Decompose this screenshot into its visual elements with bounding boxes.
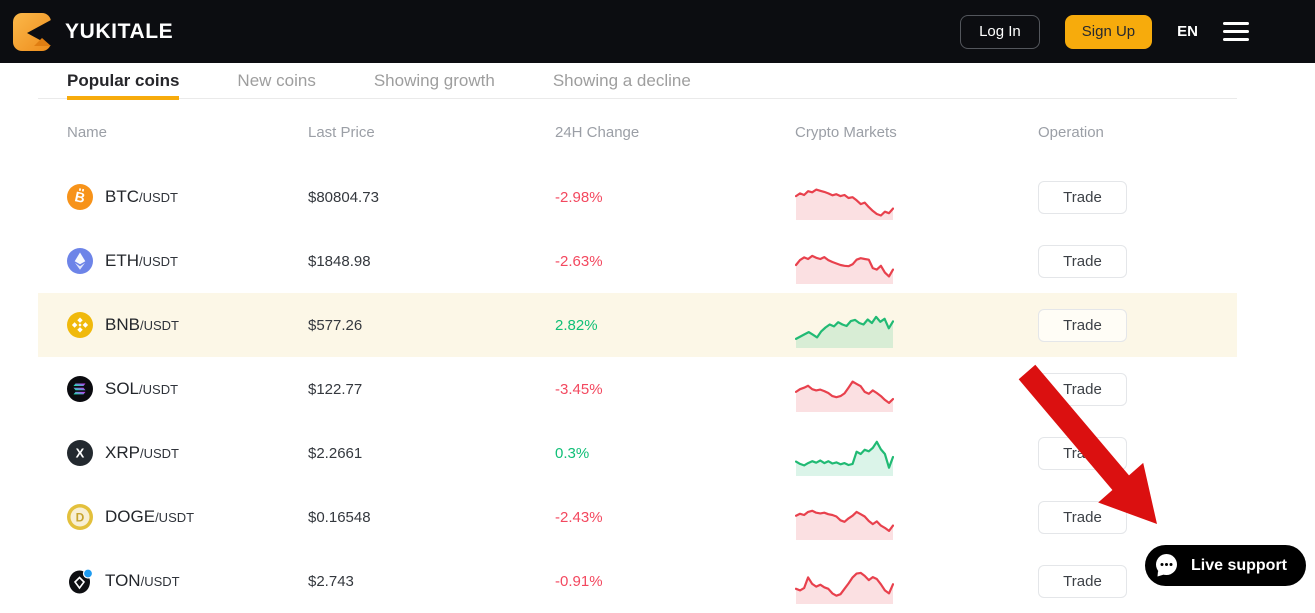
top-navigation-bar: YUKITALE Log In Sign Up EN bbox=[0, 0, 1315, 63]
tab-label: Showing a decline bbox=[552, 70, 691, 90]
quote-pair: /USDT bbox=[139, 318, 179, 333]
quote-pair: /USDT bbox=[155, 510, 195, 525]
trade-button[interactable]: Trade bbox=[1038, 564, 1127, 598]
table-row: SOL/USDT $122.77 -3.45% Trade bbox=[38, 357, 1237, 421]
sparkline-chart bbox=[795, 440, 894, 476]
last-price: $577.26 bbox=[308, 316, 363, 334]
coin-symbol: BNB bbox=[105, 315, 140, 334]
market-table: Name Last Price 24H Change Crypto Market… bbox=[38, 99, 1237, 613]
change-24h: 0.3% bbox=[555, 444, 590, 462]
last-price: $2.743 bbox=[308, 572, 354, 590]
svg-text:X: X bbox=[76, 446, 85, 461]
table-row: D DOGE/USDT $0.16548 -2.43% Trade bbox=[38, 485, 1237, 549]
sparkline-chart bbox=[795, 380, 894, 412]
svg-text:B: B bbox=[73, 188, 86, 206]
table-row: TON/USDT $2.743 -0.91% Trade bbox=[38, 549, 1237, 613]
market-tabs: Popular coins New coins Showing growth S… bbox=[38, 63, 1237, 100]
column-header-name: Name bbox=[67, 123, 108, 141]
brand-name: YUKITALE bbox=[65, 19, 174, 43]
last-price: $80804.73 bbox=[308, 188, 379, 206]
column-header-crypto-markets: Crypto Markets bbox=[795, 123, 897, 141]
tab-label: New coins bbox=[237, 70, 316, 90]
sparkline-chart bbox=[795, 254, 894, 284]
last-price: $1848.98 bbox=[308, 252, 371, 270]
ton-coin-icon bbox=[69, 568, 93, 594]
trade-button[interactable]: Trade bbox=[1038, 500, 1127, 534]
quote-pair: /USDT bbox=[139, 382, 179, 397]
table-row: X XRP/USDT $2.2661 0.3% Trade bbox=[38, 421, 1237, 485]
tab-showing-a-decline[interactable]: Showing a decline bbox=[553, 63, 691, 98]
live-support-label: Live support bbox=[1190, 556, 1287, 574]
pair-name: SOL/USDT bbox=[105, 379, 178, 399]
coin-symbol: ETH bbox=[105, 251, 139, 270]
coin-symbol: XRP bbox=[105, 443, 140, 462]
doge-coin-icon: D bbox=[67, 504, 93, 530]
pair-name: TON/USDT bbox=[105, 571, 180, 591]
live-support-button[interactable]: Live support bbox=[1144, 545, 1306, 586]
tab-showing-growth[interactable]: Showing growth bbox=[374, 63, 495, 98]
tab-label: Showing growth bbox=[373, 70, 495, 90]
pair-name: DOGE/USDT bbox=[105, 507, 194, 527]
table-row: ETH/USDT $1848.98 -2.63% Trade bbox=[38, 229, 1237, 293]
chat-bubble-icon bbox=[1155, 554, 1177, 577]
xrp-coin-icon: X bbox=[67, 440, 93, 466]
yukitale-k-logo bbox=[13, 12, 51, 51]
sparkline-chart bbox=[795, 509, 894, 540]
trade-button[interactable]: Trade bbox=[1038, 308, 1127, 342]
pair-name: BTC/USDT bbox=[105, 187, 178, 207]
trade-button[interactable]: Trade bbox=[1038, 436, 1127, 470]
pair-name: ETH/USDT bbox=[105, 251, 178, 271]
eth-coin-icon bbox=[67, 248, 93, 274]
quote-pair: /USDT bbox=[140, 574, 180, 589]
sparkline-chart bbox=[795, 188, 894, 220]
tab-popular-coins[interactable]: Popular coins bbox=[67, 63, 180, 100]
language-selector[interactable]: EN bbox=[1177, 23, 1198, 40]
change-24h: -3.45% bbox=[555, 380, 603, 398]
table-row: B BTC/USDT $80804.73 -2.98% Trade bbox=[38, 165, 1237, 229]
trade-button[interactable]: Trade bbox=[1038, 372, 1127, 406]
last-price: $2.2661 bbox=[308, 444, 363, 462]
change-24h: -0.91% bbox=[555, 572, 603, 590]
change-24h: -2.63% bbox=[555, 252, 603, 270]
table-header-row: Name Last Price 24H Change Crypto Market… bbox=[38, 99, 1237, 165]
quote-pair: /USDT bbox=[139, 446, 179, 461]
btc-coin-icon: B bbox=[67, 184, 93, 210]
quote-pair: /USDT bbox=[139, 190, 178, 205]
sparkline-chart bbox=[795, 315, 894, 348]
last-price: $0.16548 bbox=[308, 508, 371, 526]
change-24h: -2.43% bbox=[555, 508, 603, 526]
trade-button[interactable]: Trade bbox=[1038, 244, 1127, 278]
pair-name: BNB/USDT bbox=[105, 315, 179, 335]
change-24h: -2.98% bbox=[555, 188, 603, 206]
column-header-last-price: Last Price bbox=[308, 123, 375, 141]
pair-name: XRP/USDT bbox=[105, 443, 179, 463]
tab-new-coins[interactable]: New coins bbox=[237, 63, 315, 98]
column-header-24h-change: 24H Change bbox=[555, 123, 640, 141]
nav-actions: Log In Sign Up EN bbox=[960, 14, 1249, 49]
trade-button[interactable]: Trade bbox=[1038, 180, 1127, 214]
quote-pair: /USDT bbox=[139, 254, 178, 269]
coin-symbol: SOL bbox=[105, 379, 140, 398]
sparkline-chart bbox=[795, 571, 894, 604]
column-header-operation: Operation bbox=[1038, 123, 1104, 141]
last-price: $122.77 bbox=[308, 380, 363, 398]
coin-symbol: DOGE bbox=[105, 507, 156, 526]
change-24h: 2.82% bbox=[555, 316, 598, 334]
tab-label: Popular coins bbox=[67, 70, 180, 90]
sol-coin-icon bbox=[67, 376, 93, 402]
table-row: BNB/USDT $577.26 2.82% Trade bbox=[38, 293, 1237, 357]
coin-symbol: BTC bbox=[105, 187, 139, 206]
hamburger-menu-icon[interactable] bbox=[1223, 22, 1249, 41]
active-tab-indicator bbox=[67, 96, 180, 100]
coin-symbol: TON bbox=[105, 571, 141, 590]
login-button[interactable]: Log In bbox=[960, 14, 1040, 49]
svg-text:D: D bbox=[76, 511, 85, 525]
signup-button[interactable]: Sign Up bbox=[1064, 14, 1153, 49]
bnb-coin-icon bbox=[67, 312, 93, 338]
